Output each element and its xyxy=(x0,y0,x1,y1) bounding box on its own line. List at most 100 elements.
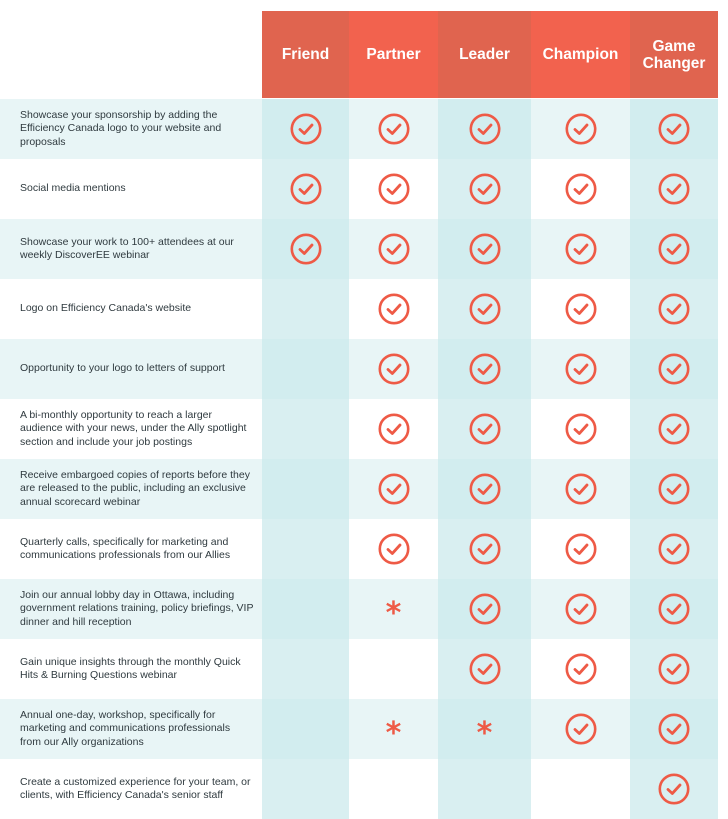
check-circle-icon xyxy=(658,293,690,325)
tier-cell xyxy=(262,219,349,279)
check-circle-icon xyxy=(565,713,597,745)
benefit-label: Social media mentions xyxy=(20,182,126,195)
tier-cell xyxy=(531,459,630,519)
check-circle-icon xyxy=(565,533,597,565)
tier-header-label: Friend xyxy=(281,46,330,63)
tier-cell xyxy=(531,399,630,459)
benefit-label: Create a customized experience for your … xyxy=(20,775,251,802)
tier-cell xyxy=(630,399,718,459)
tier-cell xyxy=(349,399,438,459)
table-row: A bi-monthly opportunity to reach a larg… xyxy=(0,399,718,459)
table-row: Annual one-day, workshop, specifically f… xyxy=(0,699,718,759)
benefit-cell: Logo on Efficiency Canada's website xyxy=(0,279,262,339)
tier-cell xyxy=(531,159,630,219)
check-circle-icon xyxy=(469,473,501,505)
tier-cell xyxy=(630,519,718,579)
check-circle-icon xyxy=(378,413,410,445)
tier-cell xyxy=(630,99,718,159)
tier-header-label: Game Changer xyxy=(642,37,706,72)
tier-cell xyxy=(349,639,438,699)
tier-cell xyxy=(262,699,349,759)
tier-cell xyxy=(531,219,630,279)
tier-cell: * xyxy=(438,699,531,759)
tier-cell xyxy=(262,99,349,159)
table-row: Gain unique insights through the monthly… xyxy=(0,639,718,699)
check-circle-icon xyxy=(565,593,597,625)
tier-cell xyxy=(349,159,438,219)
check-circle-icon xyxy=(378,353,410,385)
benefit-cell: Join our annual lobby day in Ottawa, inc… xyxy=(0,579,262,639)
tier-cell xyxy=(349,279,438,339)
check-circle-icon xyxy=(658,773,690,805)
check-circle-icon xyxy=(469,353,501,385)
tier-cell xyxy=(438,459,531,519)
tier-cell: * xyxy=(349,699,438,759)
benefit-label: Quarterly calls, specifically for market… xyxy=(20,535,231,562)
tier-header-label: Partner xyxy=(366,46,421,63)
check-circle-icon xyxy=(290,173,322,205)
check-circle-icon xyxy=(378,233,410,265)
tier-cell xyxy=(349,459,438,519)
tier-cell xyxy=(438,99,531,159)
check-circle-icon xyxy=(658,233,690,265)
check-circle-icon xyxy=(565,113,597,145)
asterisk-mark: * xyxy=(385,596,402,631)
check-circle-icon xyxy=(378,473,410,505)
benefit-cell: Showcase your work to 100+ attendees at … xyxy=(0,219,262,279)
benefit-cell: A bi-monthly opportunity to reach a larg… xyxy=(0,399,262,459)
table-row: Create a customized experience for your … xyxy=(0,759,718,819)
check-circle-icon xyxy=(378,293,410,325)
table-row: Opportunity to your logo to letters of s… xyxy=(0,339,718,399)
benefit-label: A bi-monthly opportunity to reach a larg… xyxy=(20,408,247,448)
tier-cell xyxy=(349,519,438,579)
tier-cell xyxy=(630,339,718,399)
check-circle-icon xyxy=(469,533,501,565)
benefit-cell: Annual one-day, workshop, specifically f… xyxy=(0,699,262,759)
benefit-label: Showcase your work to 100+ attendees at … xyxy=(20,235,234,262)
asterisk-mark: * xyxy=(476,716,493,751)
benefit-cell: Gain unique insights through the monthly… xyxy=(0,639,262,699)
tier-cell xyxy=(262,459,349,519)
check-circle-icon xyxy=(658,593,690,625)
check-circle-icon xyxy=(290,113,322,145)
tier-header-4: Game Changer xyxy=(630,11,718,98)
benefit-label: Logo on Efficiency Canada's website xyxy=(20,302,192,315)
check-circle-icon xyxy=(469,113,501,145)
check-circle-icon xyxy=(658,113,690,145)
check-circle-icon xyxy=(565,413,597,445)
tier-cell xyxy=(531,279,630,339)
tier-header-2: Leader xyxy=(438,11,531,98)
benefit-cell: Receive embargoed copies of reports befo… xyxy=(0,459,262,519)
tier-cell xyxy=(262,579,349,639)
tier-cell xyxy=(262,279,349,339)
check-circle-icon xyxy=(565,473,597,505)
check-circle-icon xyxy=(658,653,690,685)
tier-cell xyxy=(349,99,438,159)
tier-cell xyxy=(531,639,630,699)
check-circle-icon xyxy=(565,173,597,205)
table-row: Social media mentions xyxy=(0,159,718,219)
check-circle-icon xyxy=(565,653,597,685)
tier-cell xyxy=(438,639,531,699)
table-row: Quarterly calls, specifically for market… xyxy=(0,519,718,579)
check-circle-icon xyxy=(565,293,597,325)
table-row: Join our annual lobby day in Ottawa, inc… xyxy=(0,579,718,639)
tier-cell xyxy=(531,579,630,639)
tier-cell xyxy=(349,339,438,399)
tier-cell xyxy=(262,399,349,459)
benefit-label: Annual one-day, workshop, specifically f… xyxy=(20,708,231,748)
check-circle-icon xyxy=(469,593,501,625)
tier-cell xyxy=(630,459,718,519)
tier-cell xyxy=(630,159,718,219)
tier-cell xyxy=(630,279,718,339)
check-circle-icon xyxy=(658,533,690,565)
benefit-cell: Social media mentions xyxy=(0,159,262,219)
table-row: Showcase your work to 100+ attendees at … xyxy=(0,219,718,279)
tier-cell xyxy=(262,159,349,219)
asterisk-mark: * xyxy=(385,716,402,751)
check-circle-icon xyxy=(469,413,501,445)
tier-header-1: Partner xyxy=(349,11,438,98)
check-circle-icon xyxy=(378,533,410,565)
benefit-label: Receive embargoed copies of reports befo… xyxy=(20,468,250,508)
tier-cell: * xyxy=(349,579,438,639)
